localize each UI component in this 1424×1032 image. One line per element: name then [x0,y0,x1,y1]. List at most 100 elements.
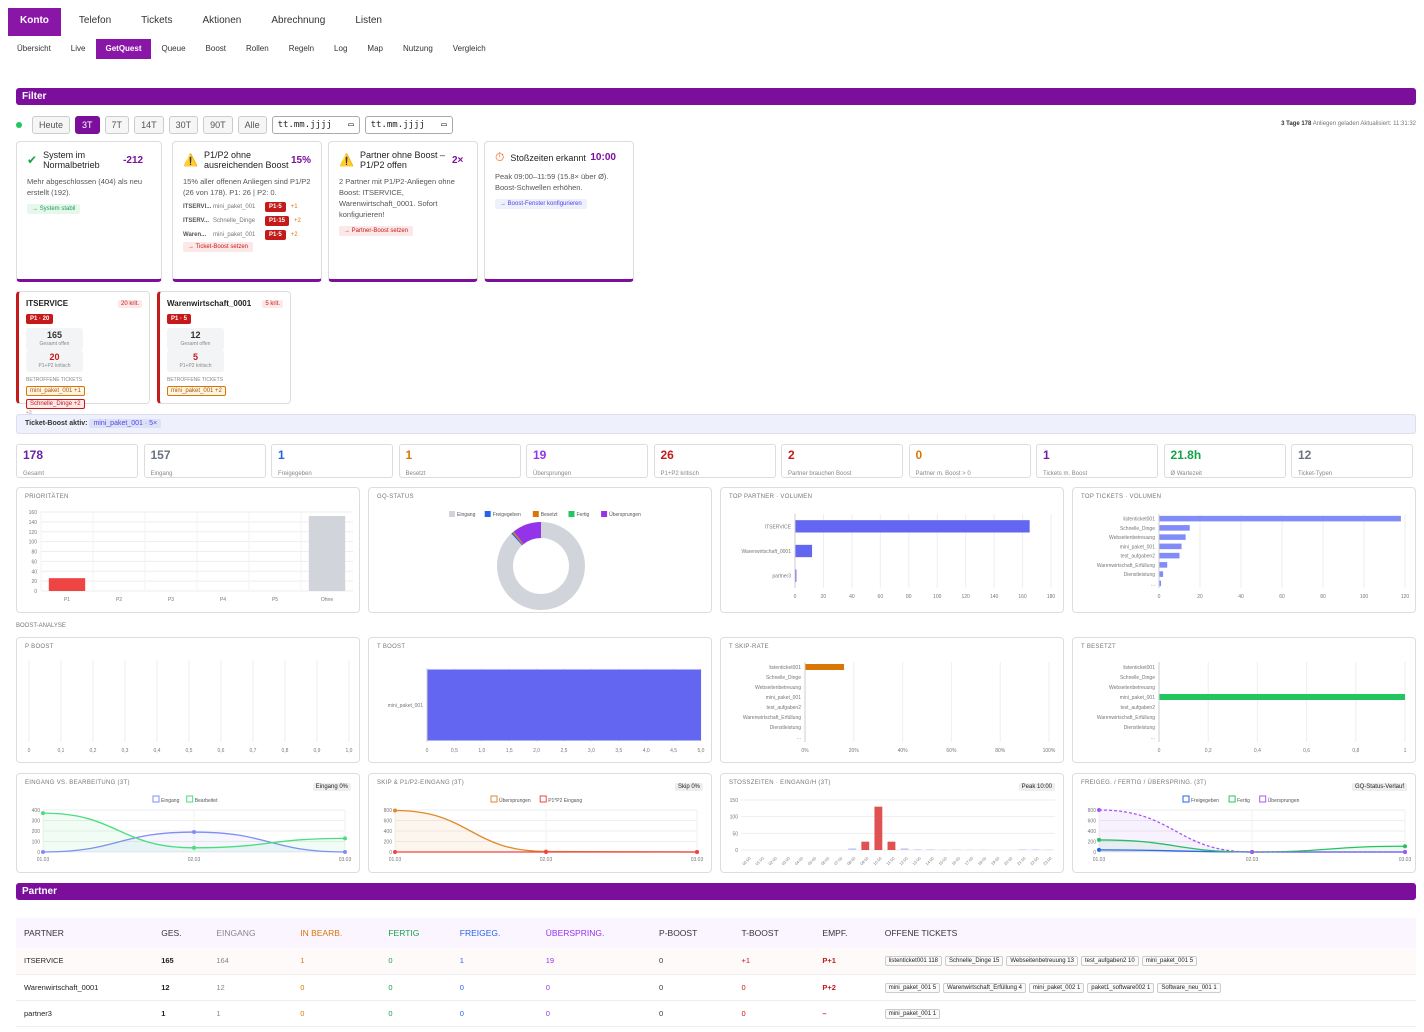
p1-row[interactable]: ITSERV... Schnelle_Dinge P1·15 +2 [183,216,301,226]
y-tick: 40 [31,569,37,575]
kpi-card: 1 Freigegeben [271,444,393,478]
x-tick: 120 [1401,594,1410,600]
x-tick: P2 [116,597,122,603]
tab-aktionen[interactable]: Aktionen [202,15,242,26]
affected-ticket[interactable]: mini_paket_001 +2 [167,386,226,396]
x-tick: 06:00 [820,855,831,866]
table-row[interactable]: Warenwirtschaft_0001 12 12 0 0 0 0 0 0 P+2 mini_pa… [16,974,1416,1001]
prio-tag: P1 · 20 [26,314,54,324]
insight-card-p1p2: ⚠️ P1/P2 ohne ausreichenden Boost 15% 15% … [172,141,322,282]
ticket-chip[interactable]: listenticket001 118 [884,956,942,967]
table-header[interactable]: ÜBERSPRING. [537,918,652,948]
boost-window-link[interactable]: → Boost-Fenster konfigurieren [495,199,587,209]
subtab-0[interactable]: Übersicht [17,44,51,53]
table-header[interactable]: OFFENE TICKETS [876,918,1416,948]
range-button-90t[interactable]: 90T [203,116,233,134]
subtab-8[interactable]: Map [367,44,383,53]
ticket-chip[interactable]: Software_neu_001 1 [1157,982,1221,993]
bar [1159,562,1168,568]
affected-ticket[interactable]: mini_paket_001 +1 [26,386,85,396]
date-to-input[interactable]: tt.mm.jjjj ▭ [364,116,453,134]
subtab-2[interactable]: GetQuest [96,39,151,59]
range-button-30t[interactable]: 30T [168,116,199,134]
ticket-chip[interactable]: mini_paket_001 5 [1141,956,1198,967]
bar [427,669,701,741]
tab-konto[interactable]: Konto [8,8,61,36]
ticket-chip[interactable]: mini_paket_002 1 [1028,982,1085,993]
top-nav: Konto Telefon Tickets Aktionen Abrechnung Lis… [8,8,394,36]
subtab-10[interactable]: Vergleich [452,44,486,53]
ticket-chip[interactable]: test_aufgaben2 10 [1080,956,1139,967]
subtab-3[interactable]: Queue [161,44,186,53]
table-header[interactable]: FREIGEG. [451,918,538,948]
range-button-7t[interactable]: 7T [104,116,130,134]
range-button-14t[interactable]: 14T [134,116,164,134]
partner-name: ITSERVICE [26,299,69,308]
ticket-chip[interactable]: Warenwirtschaft_Erfüllung 4 [943,982,1026,993]
x-tick: 14:00 [924,855,935,866]
range-button-3t[interactable]: 3T [75,116,100,134]
tab-telefon[interactable]: Telefon [78,15,112,26]
x-tick: 20% [849,748,860,754]
x-tick: 01:00 [754,855,765,866]
bar [848,848,857,850]
table-header[interactable]: FERTIG [380,918,452,948]
p1-row[interactable]: Waren... mini_paket_001 P1·5 +2 [183,230,298,240]
x-tick: 00:00 [741,855,752,866]
y-tick: Webseitenbetreuung [755,685,801,691]
subtab-5[interactable]: Rollen [246,44,269,53]
table-row[interactable]: ITSERVICE 165 164 1 0 1 19 0 +1 P+1 listenticket00… [16,948,1416,975]
status-dot [16,122,22,128]
y-tick: Webseitenbetreuung [1109,685,1155,691]
affected-ticket[interactable]: Schnelle_Dinge +2 [26,399,85,409]
table-header[interactable]: P-BOOST [651,918,734,948]
partner-crit-card[interactable]: ITSERVICE 20 krit. P1 · 20 165 Gesamt offen 2… [16,291,150,416]
x-tick: 0% [801,748,809,754]
x-tick: 02.03 [188,857,201,863]
bar [1159,534,1186,540]
date-from-input[interactable]: tt.mm.jjjj ▭ [271,116,360,134]
tab-tickets[interactable]: Tickets [141,15,173,26]
subtab-9[interactable]: Nutzung [402,44,433,53]
kpi-card: 19 Übersprungen [526,444,648,478]
partner-boost-link[interactable]: → Partner-Boost setzen [339,226,414,236]
subtab-4[interactable]: Boost [205,44,226,53]
table-header[interactable]: EMPF. [814,918,877,948]
x-tick: 160 [1018,594,1027,600]
x-tick: 19:00 [990,855,1001,866]
legend-label: Freigegeben [1191,798,1219,804]
table-header[interactable]: T-BOOST [733,918,815,948]
subtab-6[interactable]: Regeln [288,44,315,53]
table-cell: 0 [733,974,815,1001]
prio-tag: P1 · 5 [167,314,192,324]
ticket-chip[interactable]: mini_paket_001 1 [884,1008,941,1019]
x-tick: 80 [906,594,912,600]
table-header[interactable]: IN BEARB. [292,918,381,948]
p1-row[interactable]: ITSERVI... mini_paket_001 P1·5 +1 [183,202,298,212]
ticket-boost-link[interactable]: → Ticket-Boost setzen [183,242,254,252]
ticket-chip[interactable]: mini_paket_001 5 [884,982,941,993]
table-header[interactable]: EINGANG [208,918,293,948]
system-stable-link[interactable]: → System stabil [27,204,81,214]
x-tick: 100 [1360,594,1369,600]
prio-panel: PRIORITÄTEN 0 20 40 60 80 100 120 140 160 P1 P2 P3 P4… [16,487,360,613]
calendar-icon[interactable]: ▭ [441,120,447,130]
calendar-icon[interactable]: ▭ [348,120,354,130]
tab-listen[interactable]: Listen [355,15,382,26]
subtab-1[interactable]: Live [70,44,86,53]
range-button-alle[interactable]: Alle [237,116,267,134]
table-cell: 0 [537,974,652,1001]
table-header[interactable]: GES. [153,918,209,948]
y-tick: 0 [37,850,40,856]
table-header[interactable]: PARTNER [16,918,154,948]
subtab-7[interactable]: Log [334,44,348,53]
partner-crit-card[interactable]: Warenwirtschaft_0001 5 krit. P1 · 5 12 Gesam… [157,291,291,404]
ticket-chip[interactable]: Schnelle_Dinge 15 [945,956,1004,967]
y-tick: 400 [384,829,393,835]
table-row[interactable]: partner3 1 1 0 0 0 0 0 0– mini_paket_001 1 [16,1000,1416,1027]
bar [1018,849,1027,850]
ticket-chip[interactable]: Webseitenbetreuung 13 [1006,956,1078,967]
tab-abrechnung[interactable]: Abrechnung [271,15,326,26]
range-button-heute[interactable]: Heute [32,116,71,134]
ticket-chip[interactable]: paket1_software002 1 [1087,982,1155,993]
